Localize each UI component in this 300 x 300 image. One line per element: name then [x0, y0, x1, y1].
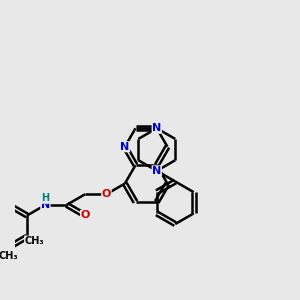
- Text: H: H: [41, 193, 50, 203]
- Text: N: N: [41, 200, 50, 210]
- Text: CH₃: CH₃: [25, 236, 44, 246]
- Text: N: N: [120, 142, 130, 152]
- Text: N: N: [152, 166, 161, 176]
- Text: N: N: [152, 123, 161, 133]
- Text: O: O: [80, 211, 90, 220]
- Text: CH₃: CH₃: [0, 251, 18, 261]
- Text: O: O: [102, 189, 111, 199]
